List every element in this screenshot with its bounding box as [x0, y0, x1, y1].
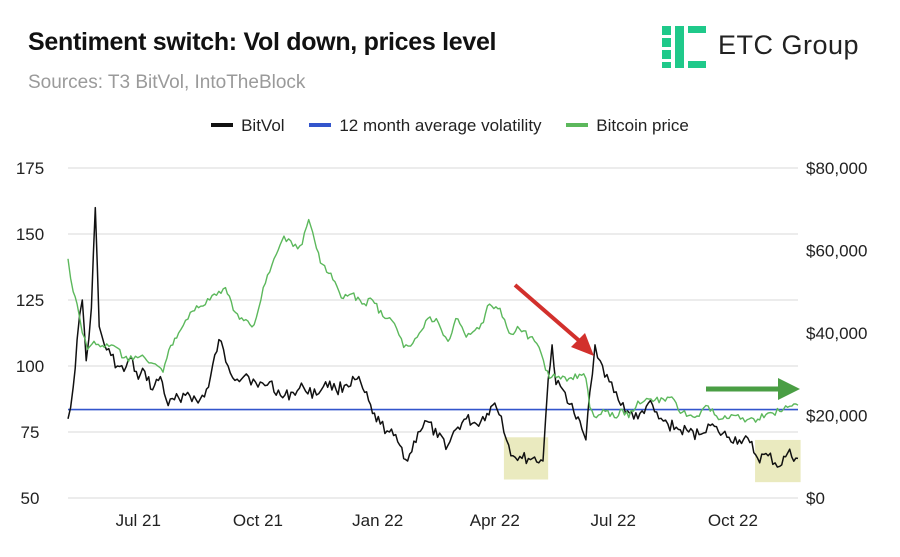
legend-item-price: Bitcoin price	[566, 116, 689, 136]
y-right-tick-label: $40,000	[806, 324, 867, 343]
y-right-tick-label: $80,000	[806, 159, 867, 178]
legend-label-bitvol: BitVol	[241, 116, 285, 135]
x-tick-label: Jul 22	[591, 511, 636, 530]
y-right-tick-label: $20,000	[806, 407, 867, 426]
x-tick-label: Oct 21	[233, 511, 283, 530]
legend-label-price: Bitcoin price	[596, 116, 689, 135]
y-left-tick-label: 175	[16, 159, 44, 178]
legend-swatch-average	[309, 122, 332, 127]
legend-item-bitvol: BitVol	[211, 116, 285, 136]
logo-text: ETC Group	[718, 30, 860, 60]
y-right-tick-label: $0	[806, 489, 825, 508]
legend-item-average: 12 month average volatility	[309, 116, 542, 136]
x-tick-label: Oct 22	[708, 511, 758, 530]
chart-subtitle: Sources: T3 BitVol, IntoTheBlock	[28, 72, 306, 93]
legend-swatch-bitvol	[211, 122, 234, 127]
series-bitvol	[67, 206, 799, 468]
y-left-tick-label: 150	[16, 225, 44, 244]
chart-title: Sentiment switch: Vol down, prices level	[28, 28, 497, 56]
legend-label-average: 12 month average volatility	[339, 116, 542, 135]
etc-logo-icon	[662, 26, 706, 68]
x-tick-label: Jan 22	[352, 511, 403, 530]
y-left-tick-label: 75	[21, 423, 40, 442]
y-left-tick-label: 50	[21, 489, 40, 508]
legend-swatch-price	[566, 122, 589, 127]
red-arrow-shaft	[513, 283, 585, 346]
series-bitcoin-price	[67, 218, 799, 423]
chart-legend: BitVol 12 month average volatility Bitco…	[0, 116, 900, 136]
red-arrow-head	[571, 333, 594, 356]
green-arrow-head	[778, 378, 800, 400]
y-right-tick-label: $60,000	[806, 242, 867, 261]
x-tick-label: Apr 22	[470, 511, 520, 530]
y-left-tick-label: 100	[16, 357, 44, 376]
etc-group-logo: ETC Group	[660, 22, 875, 72]
x-tick-label: Jul 21	[116, 511, 161, 530]
y-left-tick-label: 125	[16, 291, 44, 310]
